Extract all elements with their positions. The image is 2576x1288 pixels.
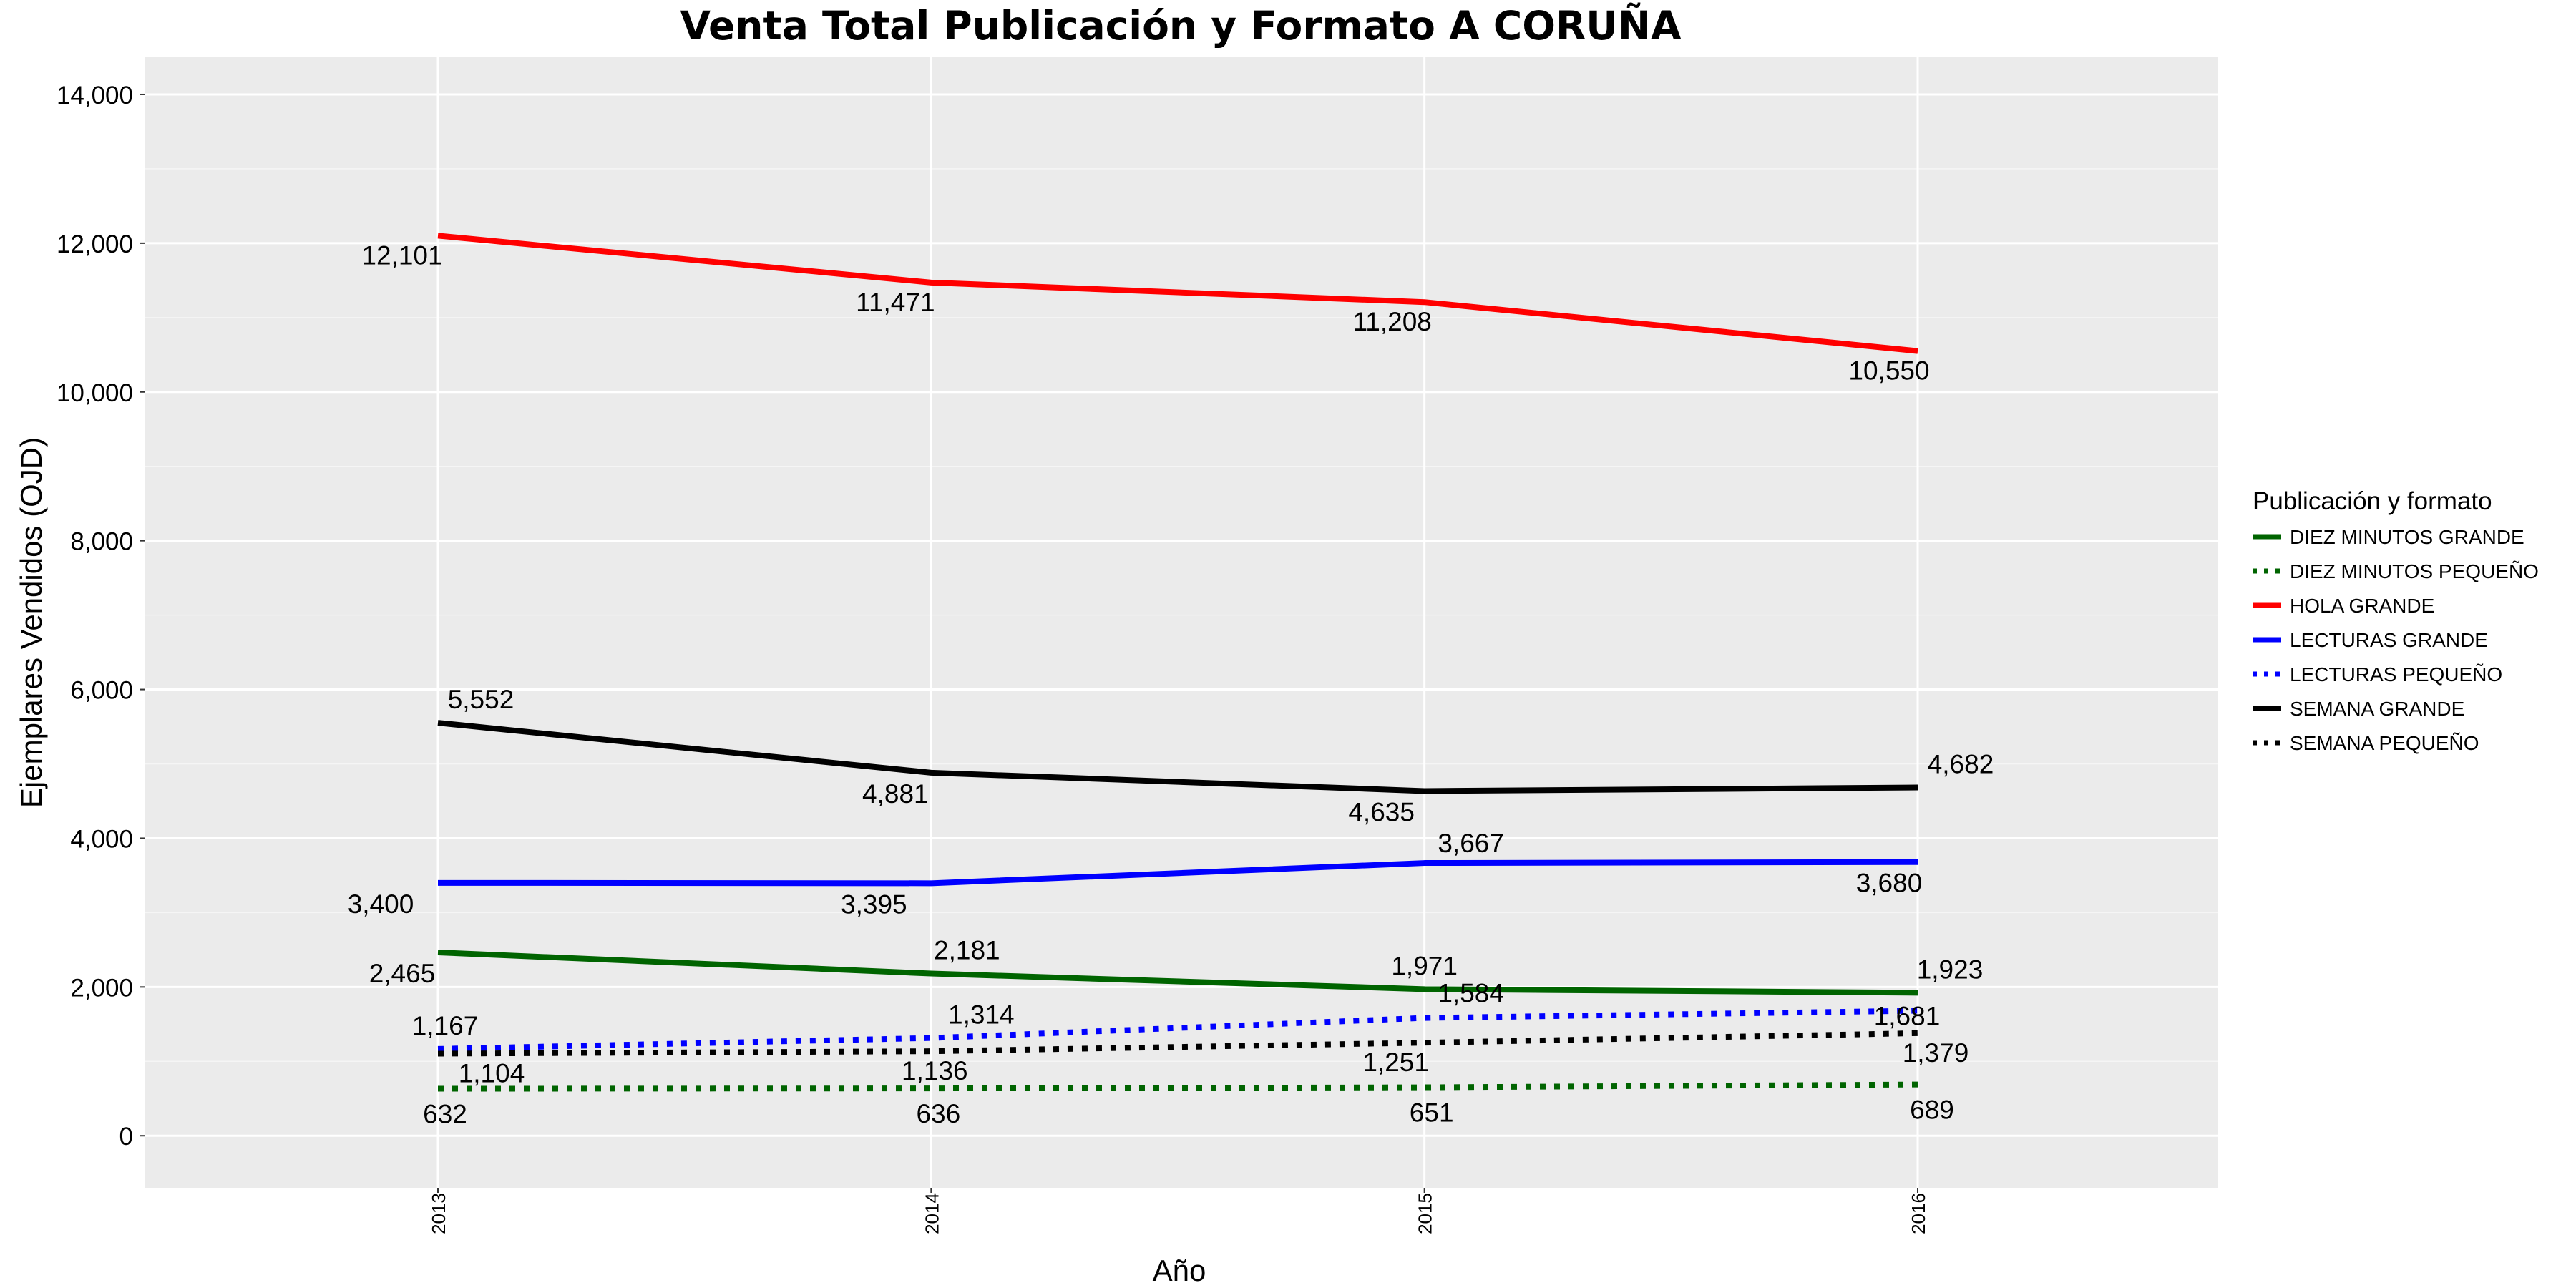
y-tick-label: 4,000 [70,825,133,853]
series-line [437,859,1918,887]
y-tick-label: 0 [119,1123,133,1151]
y-axis-title: Ejemplares Vendidos (OJD) [14,437,48,808]
data-label: 1,379 [1903,1038,1969,1068]
x-axis-title: Año [1153,1254,1206,1287]
chart-title: Venta Total Publicación y Formato A CORU… [680,3,1682,49]
data-label: 1,923 [1917,955,1984,984]
legend-label: DIEZ MINUTOS PEQUEÑO [2290,560,2539,582]
y-tick-label: 10,000 [57,379,133,407]
data-label: 1,167 [412,1011,479,1040]
y-tick-label: 8,000 [70,528,133,556]
legend-item: LECTURAS PEQUEÑO [2253,663,2502,686]
data-label: 1,971 [1391,951,1458,980]
data-label: 2,465 [369,959,436,988]
data-label: 3,680 [1856,869,1923,898]
legend-label: LECTURAS GRANDE [2290,629,2488,651]
data-label: 1,314 [948,1000,1015,1030]
series-lines [437,233,1918,1092]
series-line [437,1008,1918,1052]
series-line [437,950,1918,996]
legend-item: SEMANA GRANDE [2253,698,2464,720]
legend-item: LECTURAS GRANDE [2253,629,2488,651]
data-label: 651 [1410,1098,1454,1128]
x-tick-label: 2013 [428,1193,449,1234]
grid-minor-lines [145,168,2218,1063]
data-label: 1,584 [1438,979,1504,1008]
legend: Publicación y formato DIEZ MINUTOS GRAND… [2253,487,2539,754]
y-tick-label: 2,000 [70,974,133,1002]
legend-label: SEMANA GRANDE [2290,698,2464,720]
data-label: 5,552 [448,685,514,714]
x-tick-label: 2015 [1415,1193,1436,1234]
legend-item: HOLA GRANDE [2253,595,2434,617]
data-label: 3,667 [1438,829,1504,858]
legend-item: SEMANA PEQUEÑO [2253,732,2479,754]
x-tick-label: 2014 [921,1193,942,1234]
x-axis: 2013 2014 2015 2016 [428,1188,1929,1234]
series-line [437,720,1918,794]
legend-label: SEMANA PEQUEÑO [2290,732,2479,754]
legend-item: DIEZ MINUTOS GRANDE [2253,526,2524,548]
data-label: 689 [1910,1096,1954,1125]
legend-title: Publicación y formato [2253,487,2492,515]
data-label: 1,681 [1874,1002,1941,1031]
data-label: 10,550 [1848,356,1929,386]
plot-panel [145,57,2218,1188]
data-label: 3,400 [348,889,414,919]
y-tick-label: 14,000 [57,82,133,109]
y-axis: 0 2,000 4,000 6,000 8,000 10,000 12,000 14,000 [57,82,145,1151]
data-label: 1,104 [459,1058,525,1088]
data-label: 12,101 [361,240,442,270]
data-label: 4,682 [1928,750,1994,779]
legend-label: LECTURAS PEQUEÑO [2290,663,2502,686]
legend-label: HOLA GRANDE [2290,595,2434,617]
data-label: 4,635 [1348,797,1415,826]
series-line [437,233,1918,354]
grid-major-lines [145,57,2218,1188]
data-label: 632 [423,1100,467,1129]
data-label: 1,251 [1362,1048,1429,1077]
series-line [437,1030,1918,1057]
legend-items: DIEZ MINUTOS GRANDE DIEZ MINUTOS PEQUEÑO H… [2253,526,2539,754]
data-label: 11,208 [1352,307,1431,336]
legend-label: DIEZ MINUTOS GRANDE [2290,526,2524,548]
series-line [437,1081,1918,1092]
data-label: 2,181 [934,936,1000,965]
data-label: 636 [916,1099,960,1128]
data-label: 1,136 [902,1056,968,1085]
y-tick-label: 6,000 [70,677,133,705]
data-label: 3,395 [841,889,907,919]
data-labels: 2,465 2,181 1,971 1,923 632 636 651 689 12,101 11… [348,240,1994,1128]
y-tick-label: 12,000 [57,230,133,258]
data-label: 4,881 [862,779,929,809]
legend-item: DIEZ MINUTOS PEQUEÑO [2253,560,2539,582]
x-tick-label: 2016 [1908,1193,1929,1234]
data-label: 11,471 [856,288,935,317]
